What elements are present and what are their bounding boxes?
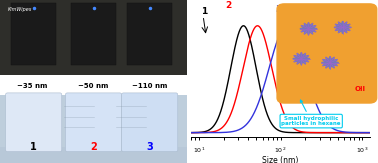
Polygon shape <box>334 21 351 34</box>
Polygon shape <box>321 56 339 69</box>
Polygon shape <box>293 52 310 65</box>
Text: 2: 2 <box>225 1 231 10</box>
Text: Oil: Oil <box>355 86 366 92</box>
Text: ~35 nm: ~35 nm <box>17 83 47 89</box>
Bar <box>0 0 187 78</box>
Text: 1: 1 <box>201 7 207 16</box>
Text: 1: 1 <box>30 142 37 152</box>
Polygon shape <box>300 22 317 35</box>
FancyBboxPatch shape <box>122 93 178 152</box>
Bar <box>0 95 187 147</box>
Bar <box>0 95 187 163</box>
Bar <box>71 3 116 65</box>
Text: ~50 nm: ~50 nm <box>78 83 109 89</box>
FancyBboxPatch shape <box>122 93 178 152</box>
Bar <box>0 75 187 95</box>
X-axis label: Size (nm): Size (nm) <box>262 156 299 163</box>
Text: 3: 3 <box>146 142 153 152</box>
FancyBboxPatch shape <box>277 4 377 103</box>
FancyBboxPatch shape <box>65 93 122 152</box>
Bar <box>127 3 172 65</box>
Text: KimWipes: KimWipes <box>8 7 32 12</box>
Bar <box>0 0 187 78</box>
FancyBboxPatch shape <box>65 93 122 152</box>
Text: Small hydrophilic
particles in hexane: Small hydrophilic particles in hexane <box>282 100 341 126</box>
FancyBboxPatch shape <box>6 93 62 152</box>
Text: 3: 3 <box>275 5 282 14</box>
FancyBboxPatch shape <box>6 93 62 152</box>
Text: 2: 2 <box>90 142 97 152</box>
Text: ~110 nm: ~110 nm <box>132 83 167 89</box>
Bar <box>11 3 56 65</box>
